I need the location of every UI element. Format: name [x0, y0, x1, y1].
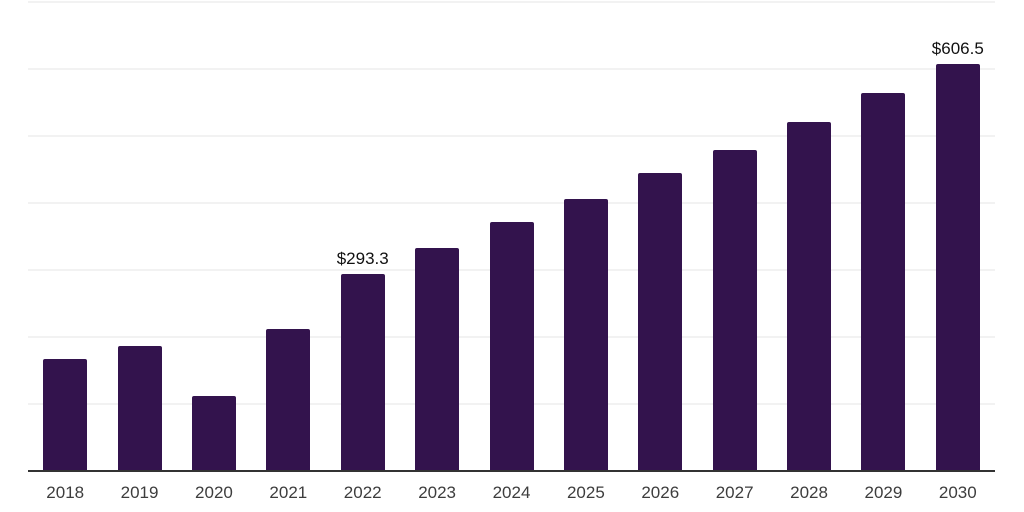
bar-2025 [563, 199, 608, 470]
bar-2018 [43, 358, 88, 470]
x-tick-2022: 2022 [343, 483, 382, 502]
bar-value-label-2022: $293.3 [336, 248, 389, 268]
bar-2024 [489, 221, 534, 470]
plot-area: $293.3 $606.5 [28, 0, 995, 470]
bar-2029 [861, 93, 906, 470]
bar-2028 [787, 122, 832, 470]
x-axis-line [28, 470, 995, 472]
gridline-400 [28, 202, 995, 204]
x-tick-2024: 2024 [492, 483, 531, 502]
x-axis-tick-labels: 2018 2019 2020 2021 2022 2023 2024 2025 2026 2027… [28, 483, 995, 505]
x-tick-2030: 2030 [938, 483, 977, 502]
gridline-600 [28, 68, 995, 70]
bar-2019 [117, 345, 162, 470]
gridline-700 [28, 1, 995, 3]
bar-2023 [415, 247, 460, 470]
x-tick-2023: 2023 [418, 483, 457, 502]
bar-2021 [266, 328, 311, 470]
x-tick-2025: 2025 [566, 483, 605, 502]
bar-2022 [340, 273, 385, 470]
x-tick-2018: 2018 [46, 483, 85, 502]
x-tick-2021: 2021 [269, 483, 308, 502]
bar-2030 [935, 63, 980, 470]
bar-2026 [638, 173, 683, 470]
bar-2027 [712, 150, 757, 470]
x-tick-2027: 2027 [715, 483, 754, 502]
x-tick-2019: 2019 [120, 483, 159, 502]
x-tick-2026: 2026 [641, 483, 680, 502]
x-tick-2020: 2020 [195, 483, 233, 502]
bar-value-label-2030: $606.5 [931, 38, 984, 58]
bar-2020 [191, 395, 236, 470]
x-tick-2029: 2029 [864, 483, 903, 502]
x-tick-2028: 2028 [790, 483, 828, 502]
gridline-500 [28, 135, 995, 137]
